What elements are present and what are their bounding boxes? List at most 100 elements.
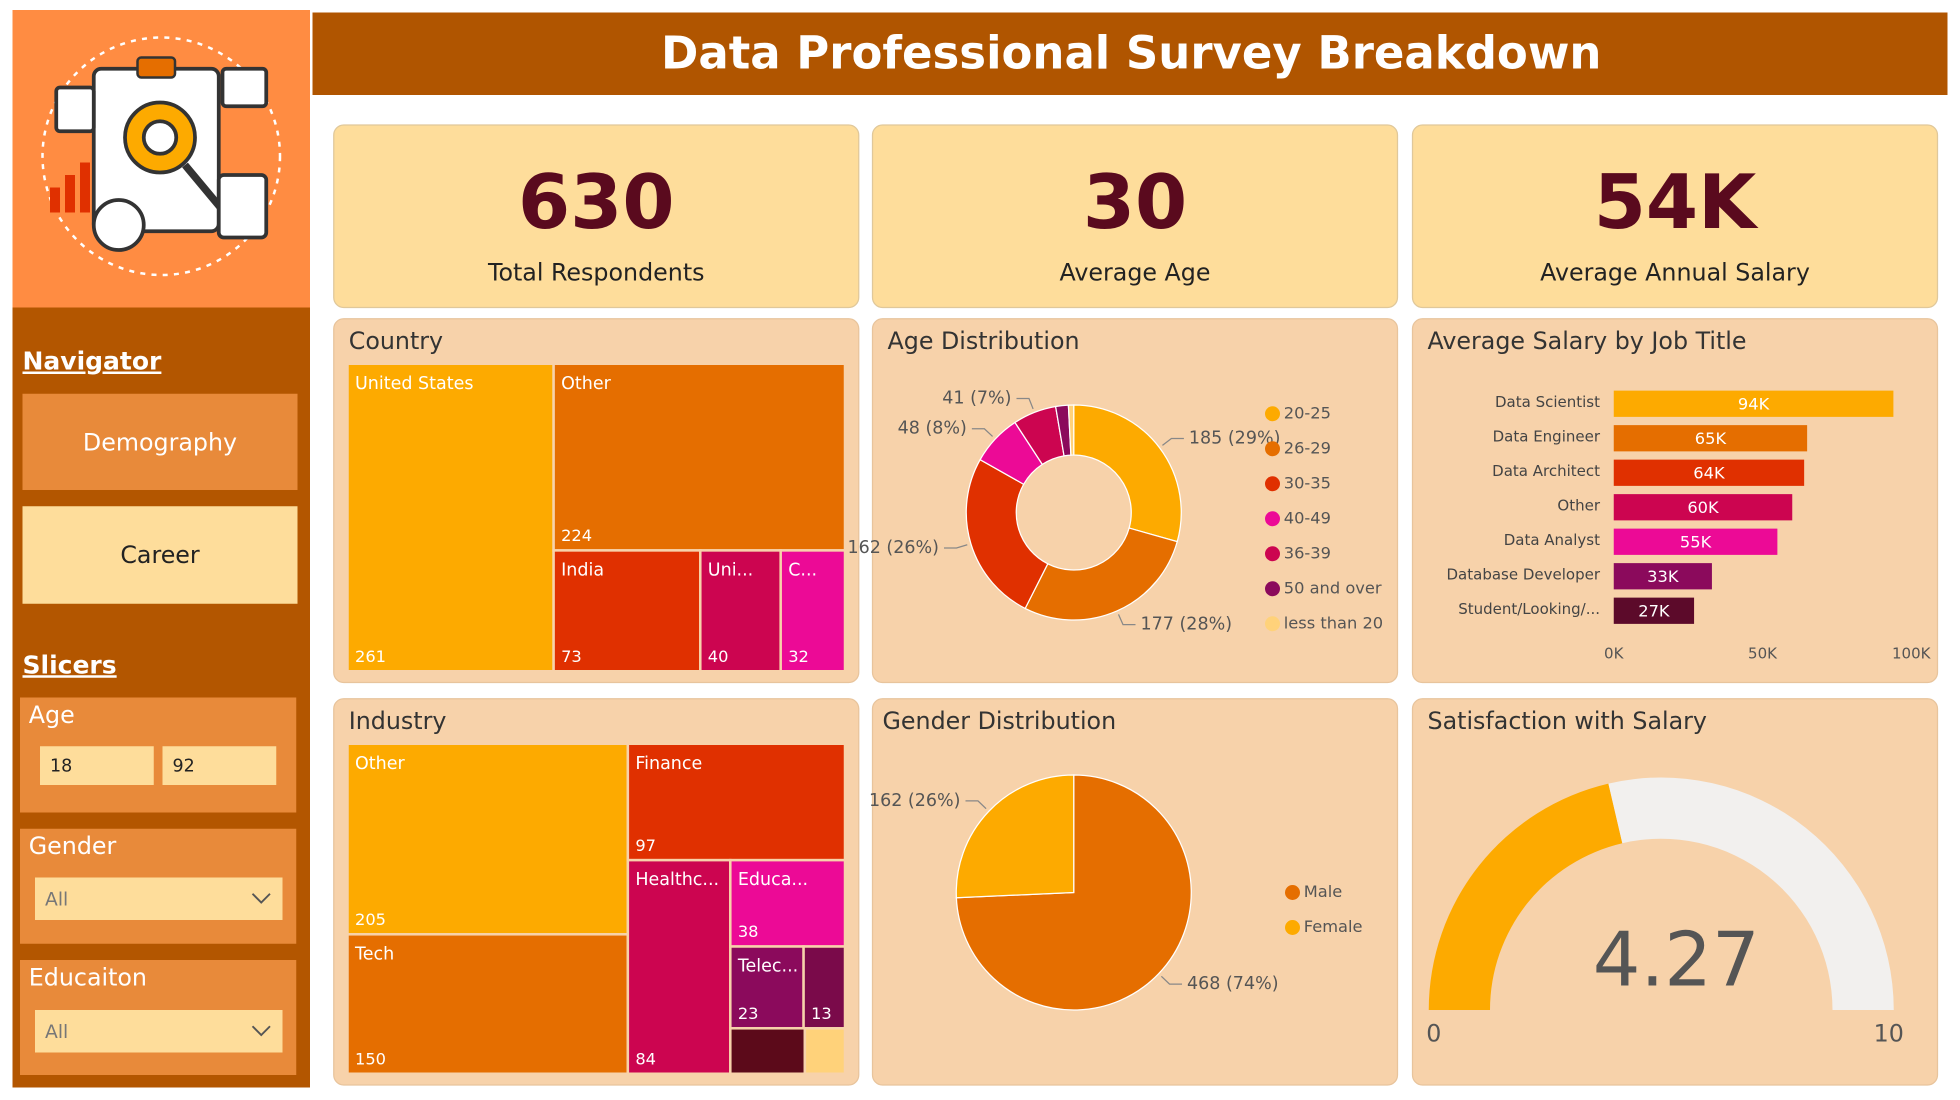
header-bar <box>312 12 1948 95</box>
kpi-label: Average Annual Salary <box>1540 258 1810 286</box>
donut-slice <box>965 458 1049 610</box>
y-tick-label: Data Scientist <box>1495 393 1600 411</box>
legend-marker <box>1265 441 1280 457</box>
tile-value: 73 <box>561 647 582 666</box>
x-tick-label: 0K <box>1604 644 1625 662</box>
leader-line <box>971 428 994 437</box>
treemap-tile <box>346 362 555 673</box>
tile-label: Healthc... <box>635 870 719 890</box>
treemap-tile <box>699 549 782 673</box>
nav-button-label[interactable]: Career <box>120 541 200 569</box>
legend-marker <box>1265 406 1280 422</box>
tile-value: 150 <box>355 1050 386 1069</box>
tile-label: Other <box>561 374 611 394</box>
bar-value-label: 94K <box>1738 395 1770 414</box>
legend-marker <box>1285 885 1300 900</box>
tile-value: 224 <box>561 526 592 545</box>
treemap-tile <box>626 742 847 862</box>
legend-label: 36-39 <box>1284 543 1331 562</box>
navigator-title: Navigator <box>23 347 163 376</box>
kpi-label: Total Respondents <box>487 258 705 286</box>
tile-value: 13 <box>811 1004 832 1023</box>
kpi-value: 54K <box>1594 158 1759 246</box>
gauge-fill <box>1428 783 1623 1010</box>
chart-title: Age Distribution <box>888 327 1080 355</box>
y-tick-label: Database Developer <box>1447 566 1601 584</box>
bar <box>1613 528 1778 555</box>
bar <box>1613 425 1808 452</box>
slice-label: 48 (8%) <box>898 419 967 439</box>
leader-line <box>965 800 987 810</box>
tile-label: Uni... <box>708 560 753 580</box>
treemap-tile <box>729 1027 807 1076</box>
gauge-min-label: 0 <box>1426 1020 1441 1048</box>
tile-value: 32 <box>788 647 809 666</box>
y-tick-label: Data Analyst <box>1504 531 1600 549</box>
y-tick-label: Data Architect <box>1492 462 1600 480</box>
kpi-label: Average Age <box>1059 258 1210 286</box>
bar-value-label: 27K <box>1638 602 1670 621</box>
tile-label: Tech <box>354 944 394 964</box>
kpi-value: 630 <box>518 158 675 246</box>
slicer-label: Educaiton <box>29 963 147 991</box>
slice-label: 162 (26%) <box>869 791 961 811</box>
nav-button-label[interactable]: Demography <box>83 428 237 456</box>
legend-label: 30-35 <box>1284 473 1331 492</box>
tile-value: 23 <box>738 1004 759 1023</box>
slicer-dropdown-value[interactable]: All <box>45 890 68 911</box>
slicer-dropdown-value[interactable]: All <box>45 1022 68 1043</box>
slicer-input[interactable] <box>162 746 277 785</box>
leader-line <box>944 544 968 549</box>
slicer-label: Gender <box>29 832 117 860</box>
legend-label: Female <box>1304 917 1363 936</box>
chart-title: Industry <box>349 707 447 735</box>
legend-label: 20-25 <box>1284 403 1331 422</box>
legend-marker <box>1265 616 1280 632</box>
treemap-tile <box>802 945 847 1030</box>
logo-icon <box>41 36 282 277</box>
bar-value-label: 55K <box>1680 533 1712 552</box>
slicer-input-value[interactable]: 92 <box>173 756 195 776</box>
legend-label: Male <box>1304 882 1343 901</box>
tile-label: India <box>561 560 604 580</box>
treemap-tile <box>729 858 847 948</box>
treemap-tile <box>803 1027 847 1076</box>
tile-label: United States <box>355 374 474 394</box>
bar <box>1613 597 1695 624</box>
tile-label: C... <box>788 560 817 580</box>
tile-label: Telec... <box>737 956 798 976</box>
legend-marker <box>1285 920 1300 935</box>
y-tick-label: Student/Looking/... <box>1458 600 1600 618</box>
slice-label: 177 (28%) <box>1141 615 1233 635</box>
bar <box>1613 494 1793 521</box>
bar <box>1613 390 1894 417</box>
nav-button[interactable] <box>22 506 298 604</box>
nav-button[interactable] <box>22 393 298 490</box>
legend-label: 50 and over <box>1284 578 1382 597</box>
legend-marker <box>1265 581 1280 597</box>
treemap-tile <box>626 858 732 1075</box>
tile-label: Educa... <box>738 870 808 890</box>
kpi-card <box>1411 124 1939 309</box>
y-tick-label: Other <box>1557 497 1600 515</box>
bar-value-label: 60K <box>1687 498 1719 517</box>
slicer-input-value[interactable]: 18 <box>50 756 72 776</box>
pie-slice <box>955 774 1075 899</box>
tile-value: 205 <box>355 910 386 929</box>
legend-marker <box>1265 511 1280 527</box>
slice-label: 185 (29%) <box>1189 429 1281 449</box>
slicer-input[interactable] <box>40 746 154 785</box>
bar-value-label: 65K <box>1695 429 1727 448</box>
slice-label: 41 (7%) <box>942 388 1011 408</box>
page-title: Data Professional Survey Breakdown <box>661 26 1601 79</box>
gauge-value: 4.27 <box>1593 916 1760 1004</box>
tile-label: Other <box>355 754 405 774</box>
slicer-dropdown[interactable] <box>35 1010 283 1053</box>
bar <box>1613 459 1805 486</box>
chart-title: Country <box>349 327 443 355</box>
treemap-tile <box>552 362 847 552</box>
tile-value: 40 <box>708 647 729 666</box>
slicer-dropdown[interactable] <box>35 877 283 921</box>
tile-value: 97 <box>635 836 656 855</box>
